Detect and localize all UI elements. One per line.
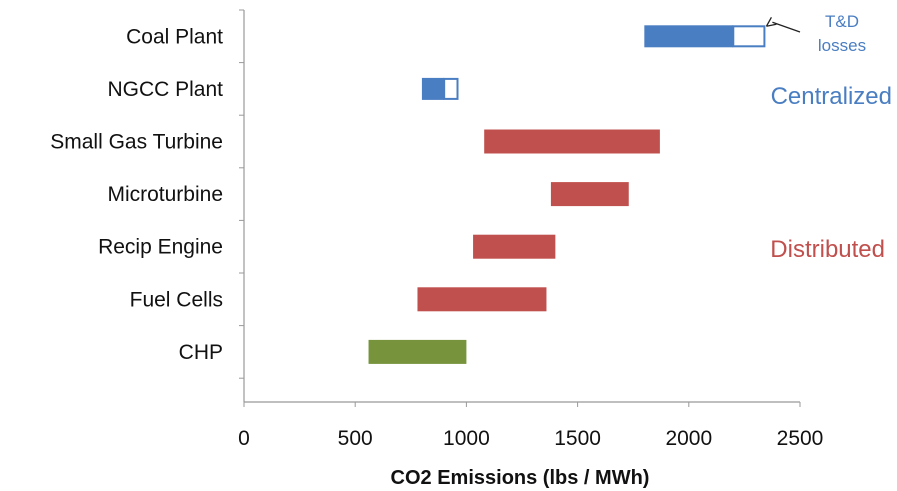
td-losses-arrow-head bbox=[765, 16, 777, 27]
centralized-label: Centralized bbox=[771, 83, 892, 110]
category-label-microturbine: Microturbine bbox=[107, 183, 223, 206]
bar-fuel-cells bbox=[417, 287, 547, 312]
bar-chp bbox=[368, 339, 467, 364]
td-losses-annotation: T&D losses bbox=[818, 12, 866, 55]
x-tick-label: 1000 bbox=[443, 427, 490, 450]
category-label-small-gas-turbine: Small Gas Turbine bbox=[50, 131, 223, 154]
td-losses-arrow-line bbox=[772, 21, 801, 33]
axes bbox=[239, 9, 801, 407]
x-tick-label: 2500 bbox=[777, 427, 824, 450]
x-tick-label: 0 bbox=[238, 427, 250, 450]
x-axis-label: CO2 Emissions (lbs / MWh) bbox=[391, 467, 650, 489]
x-tick-labels: 0 500 1000 1500 2000 2500 bbox=[238, 427, 823, 450]
bar-coal-plant bbox=[644, 25, 734, 48]
td-loss-bar-ngcc-plant bbox=[443, 77, 459, 100]
bar-ngcc-plant bbox=[421, 77, 445, 100]
x-tick-label: 500 bbox=[338, 427, 373, 450]
bar-recip-engine bbox=[473, 234, 556, 259]
x-tick-label: 1500 bbox=[554, 427, 601, 450]
category-label-recip-engine: Recip Engine bbox=[98, 236, 223, 259]
annotations: T&D losses Centralized Distributed bbox=[765, 12, 892, 263]
category-labels: Coal Plant NGCC Plant Small Gas Turbine Mic… bbox=[50, 25, 223, 364]
category-label-fuel-cells: Fuel Cells bbox=[130, 288, 223, 311]
bar-microturbine bbox=[550, 182, 629, 207]
category-label-chp: CHP bbox=[179, 341, 223, 364]
distributed-label: Distributed bbox=[770, 236, 885, 263]
bars bbox=[368, 25, 766, 364]
bar-small-gas-turbine bbox=[484, 129, 660, 154]
category-label-coal-plant: Coal Plant bbox=[126, 25, 223, 48]
x-tick-label: 2000 bbox=[665, 427, 712, 450]
td-loss-bar-coal-plant bbox=[732, 25, 766, 48]
category-label-ngcc-plant: NGCC Plant bbox=[107, 78, 223, 101]
